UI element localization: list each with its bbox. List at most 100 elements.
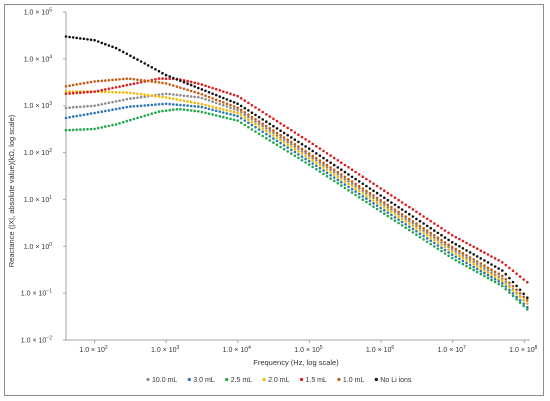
data-point xyxy=(143,79,146,82)
data-point xyxy=(440,243,443,247)
data-point xyxy=(297,133,300,137)
data-point xyxy=(136,96,139,99)
data-point xyxy=(368,196,372,200)
data-point xyxy=(179,107,182,111)
data-point xyxy=(490,268,493,272)
data-point xyxy=(322,161,325,165)
data-point xyxy=(64,35,68,38)
data-point xyxy=(150,112,154,115)
data-point xyxy=(486,261,490,264)
data-point xyxy=(458,249,461,253)
legend-label: 2.5 mL xyxy=(231,377,253,384)
data-point xyxy=(522,299,525,302)
data-point xyxy=(175,103,179,106)
data-point xyxy=(404,226,408,229)
data-point xyxy=(450,233,454,237)
data-point xyxy=(64,106,68,110)
data-point xyxy=(422,215,425,218)
data-point xyxy=(82,81,86,85)
data-point xyxy=(265,120,268,123)
data-point xyxy=(336,170,340,174)
data-point xyxy=(340,175,343,179)
data-point xyxy=(340,184,343,187)
data-point xyxy=(350,180,354,183)
data-point xyxy=(307,152,311,155)
data-point xyxy=(465,258,468,262)
data-point xyxy=(139,104,143,108)
data-point xyxy=(450,245,454,249)
data-point xyxy=(508,281,511,285)
data-point xyxy=(100,41,104,45)
data-point xyxy=(154,78,157,81)
data-point xyxy=(146,103,150,107)
data-points xyxy=(64,35,529,311)
data-point xyxy=(515,284,518,288)
data-point xyxy=(522,292,525,296)
data-point xyxy=(279,141,282,145)
data-point xyxy=(104,42,107,46)
data-point xyxy=(282,144,286,147)
data-point xyxy=(132,117,136,121)
data-point xyxy=(250,123,254,127)
data-point xyxy=(214,106,218,109)
data-point xyxy=(526,296,529,300)
data-point xyxy=(518,275,522,278)
data-point xyxy=(150,80,154,83)
data-point xyxy=(322,169,325,172)
data-point xyxy=(375,191,379,195)
data-point xyxy=(425,234,429,237)
data-point xyxy=(422,227,425,230)
data-point xyxy=(114,91,118,94)
data-point xyxy=(365,191,368,195)
data-point xyxy=(197,86,200,90)
data-point xyxy=(397,215,400,218)
data-point xyxy=(207,104,211,108)
data-point xyxy=(179,86,182,89)
data-point xyxy=(236,111,239,115)
data-point xyxy=(461,254,465,257)
data-point xyxy=(82,128,86,131)
data-point xyxy=(100,79,104,83)
data-point xyxy=(132,82,136,85)
data-point xyxy=(282,136,286,139)
data-point xyxy=(397,212,400,216)
data-point xyxy=(458,254,461,258)
data-point xyxy=(186,79,189,83)
data-point xyxy=(365,197,368,200)
data-point xyxy=(125,91,129,94)
data-point xyxy=(118,85,121,88)
data-point xyxy=(211,97,214,100)
data-point xyxy=(429,239,433,242)
data-point xyxy=(214,93,218,97)
data-point xyxy=(286,140,290,144)
data-point xyxy=(372,205,375,208)
data-point xyxy=(297,150,300,153)
data-point xyxy=(418,212,422,216)
data-point xyxy=(290,136,293,139)
data-point xyxy=(425,237,429,240)
data-point xyxy=(375,204,379,207)
data-point xyxy=(372,194,375,197)
data-point xyxy=(182,108,186,111)
data-point xyxy=(211,92,214,95)
data-point xyxy=(368,187,372,190)
data-point xyxy=(429,242,433,246)
data-point xyxy=(93,90,96,93)
data-point xyxy=(279,145,282,149)
data-point xyxy=(357,189,361,193)
data-point xyxy=(340,178,343,181)
data-point xyxy=(132,56,136,59)
data-point xyxy=(239,111,243,114)
data-point xyxy=(479,272,483,276)
data-point xyxy=(490,271,493,274)
data-point xyxy=(232,107,236,111)
data-point xyxy=(483,271,486,275)
data-point xyxy=(393,208,397,211)
data-point xyxy=(361,175,365,178)
data-point xyxy=(368,194,372,197)
data-point xyxy=(75,36,78,40)
data-point xyxy=(136,92,139,96)
legend-item: 3.0 mL xyxy=(187,377,215,384)
data-point xyxy=(168,102,171,106)
data-point xyxy=(447,248,450,251)
